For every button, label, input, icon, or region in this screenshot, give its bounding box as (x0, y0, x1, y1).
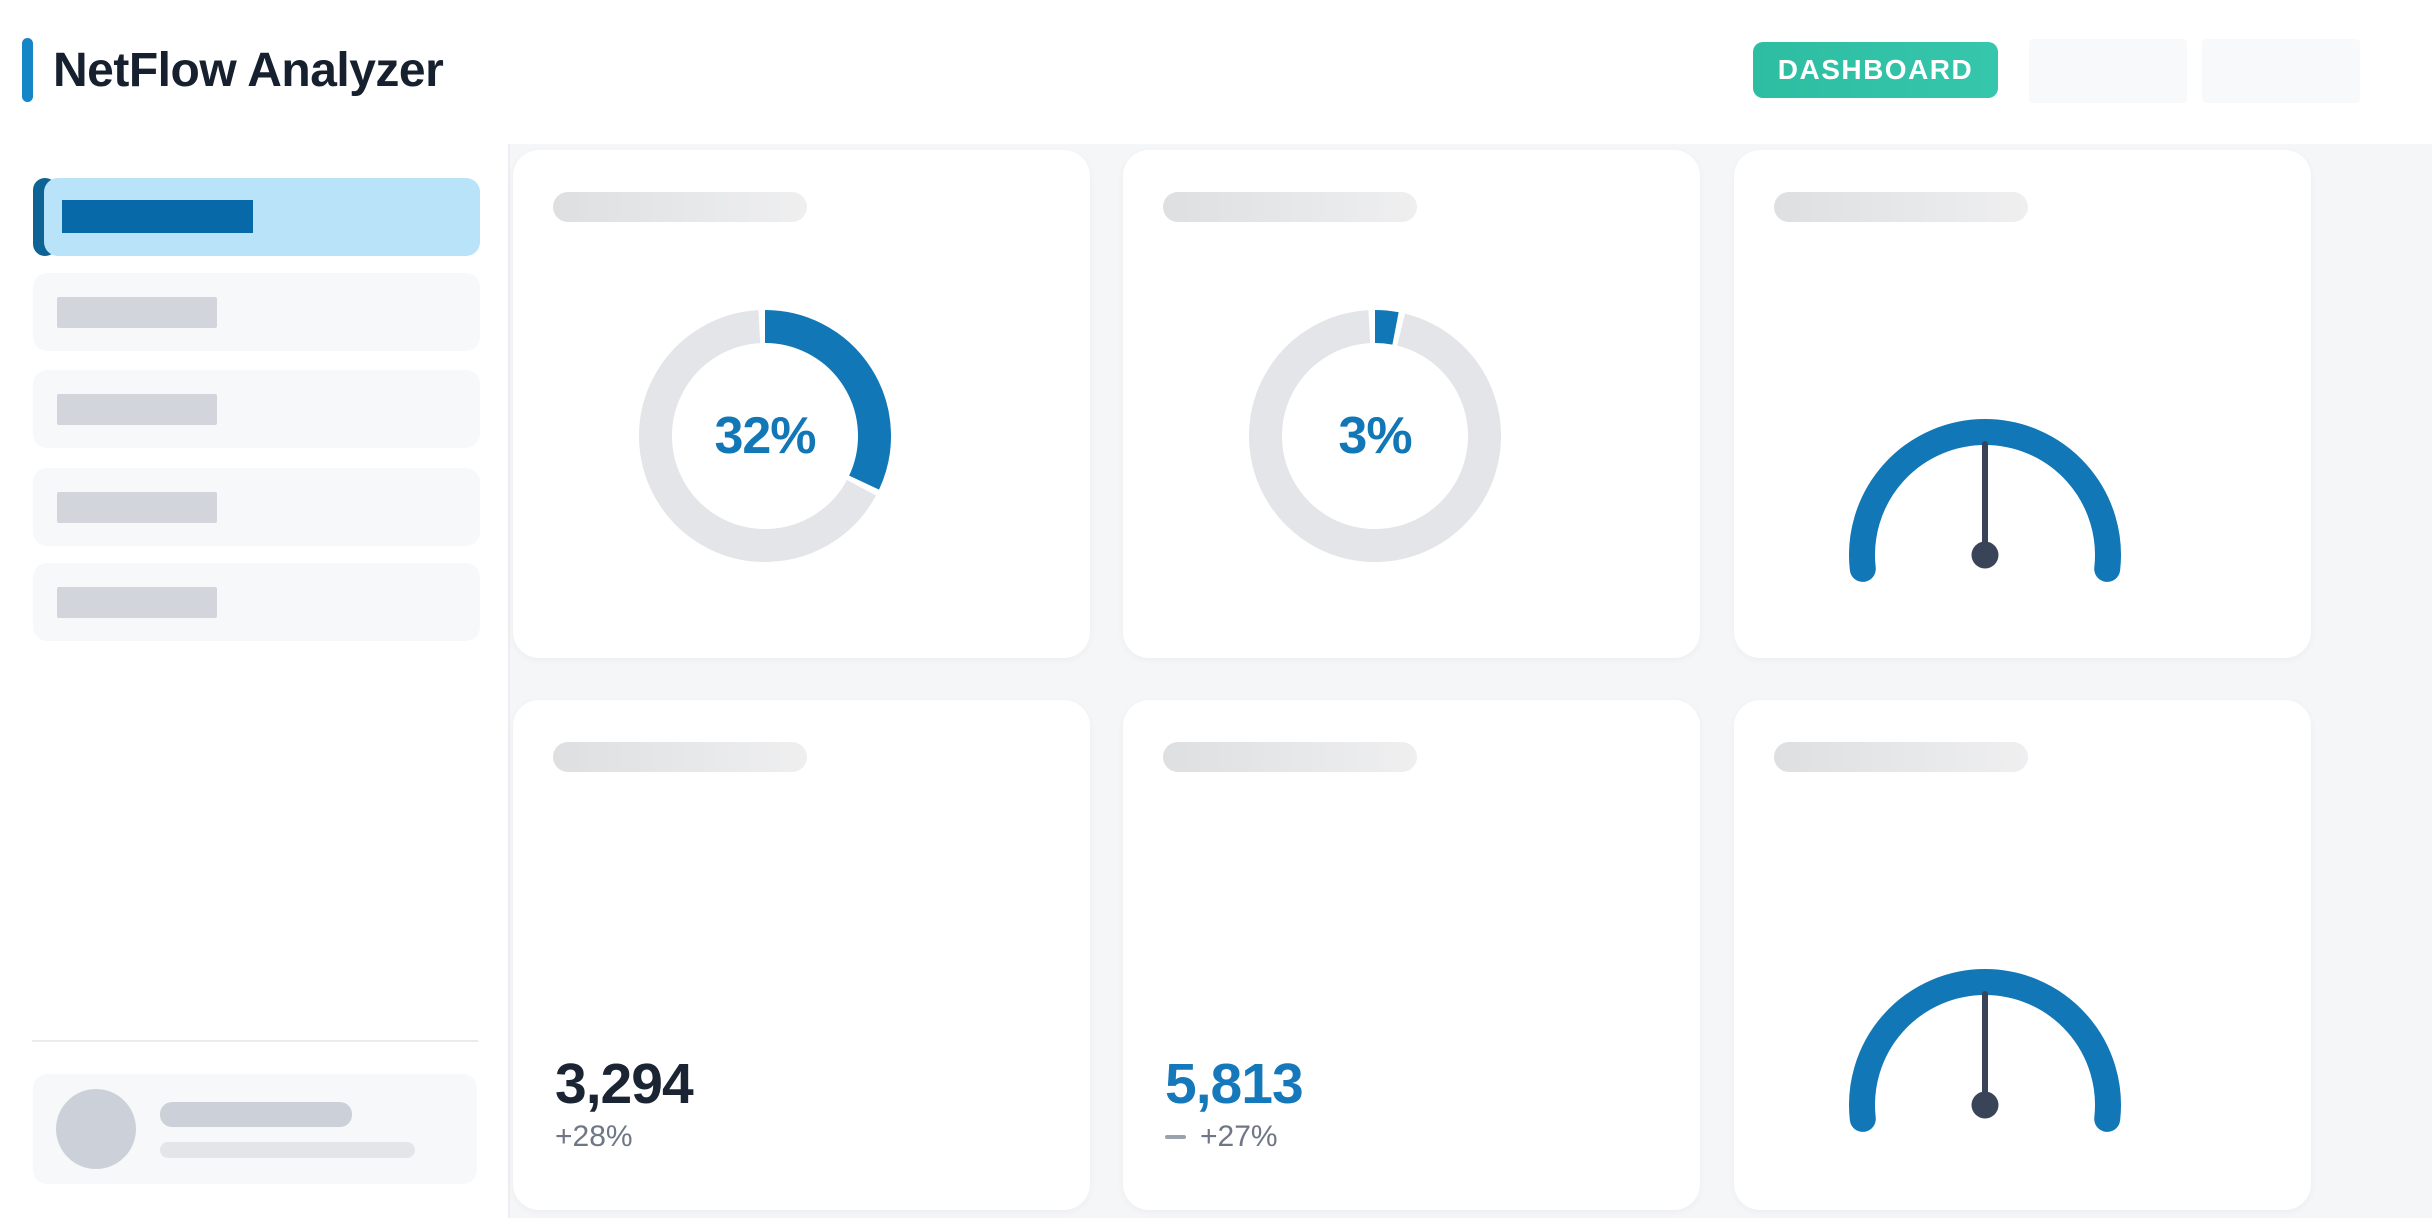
sidebar-item-skeleton-2[interactable] (33, 273, 480, 351)
sidebar-item-skeleton-4[interactable] (33, 468, 480, 546)
donut-chart-svg (639, 310, 891, 562)
stat-delta-label: +27% (1200, 1120, 1278, 1153)
donut-chart-3: 3% (1235, 296, 1515, 576)
title-accent-bar (22, 38, 33, 102)
donut-chart-32: 32% (625, 296, 905, 576)
skeleton-text-bar (57, 297, 217, 328)
user-name-skeleton (160, 1102, 352, 1127)
sidebar-item-skeleton-3[interactable] (33, 370, 480, 448)
stat-delta-row: +27% (1165, 1120, 1278, 1154)
stat-delta-row: +28% (555, 1120, 633, 1154)
sidebar (0, 144, 510, 1218)
sidebar-item-skeleton-5[interactable] (33, 563, 480, 641)
user-subtitle-skeleton (160, 1142, 415, 1158)
donut-value-label: 3% (1338, 407, 1412, 465)
active-item-skeleton-text (62, 200, 253, 233)
card-title-skeleton (1163, 192, 1417, 222)
stat-delta-label: +28% (555, 1120, 633, 1153)
card-gauge-2 (1734, 700, 2311, 1210)
user-profile-card[interactable] (33, 1074, 477, 1184)
card-stat-5813: 5,813 +27% (1123, 700, 1700, 1210)
app-title: NetFlow Analyzer (53, 43, 444, 97)
card-donut-32: 32% (513, 150, 1090, 658)
header-skeleton-button-2[interactable] (2202, 39, 2360, 103)
gauge-chart-svg (1849, 419, 2121, 582)
card-title-skeleton (553, 192, 807, 222)
gauge-chart-1 (1845, 405, 2125, 595)
donut-chart-svg (1249, 310, 1501, 562)
dashboard-button[interactable]: DASHBOARD (1753, 42, 1998, 98)
stat-value: 5,813 (1165, 1052, 1304, 1116)
card-stat-3294: 3,294 +28% (513, 700, 1090, 1210)
card-title-skeleton (1774, 742, 2028, 772)
donut-value-label: 32% (714, 407, 816, 465)
card-title-skeleton (553, 742, 807, 772)
dash-icon (1165, 1135, 1186, 1139)
card-donut-3: 3% (1123, 150, 1700, 658)
avatar (56, 1089, 136, 1169)
gauge-hub (1971, 1091, 1999, 1119)
stat-value: 3,294 (555, 1052, 694, 1116)
gauge-hub (1971, 541, 1999, 569)
card-title-skeleton (1774, 192, 2028, 222)
app-header: NetFlow Analyzer DASHBOARD (0, 0, 2432, 144)
gauge-chart-svg (1849, 969, 2121, 1132)
gauge-chart-2 (1845, 955, 2125, 1145)
card-gauge-1 (1734, 150, 2311, 658)
skeleton-text-bar (57, 394, 217, 425)
skeleton-text-bar (57, 587, 217, 618)
sidebar-divider (32, 1040, 478, 1042)
card-title-skeleton (1163, 742, 1417, 772)
sidebar-item-active[interactable] (33, 178, 480, 256)
skeleton-text-bar (57, 492, 217, 523)
header-skeleton-button-1[interactable] (2029, 39, 2187, 103)
